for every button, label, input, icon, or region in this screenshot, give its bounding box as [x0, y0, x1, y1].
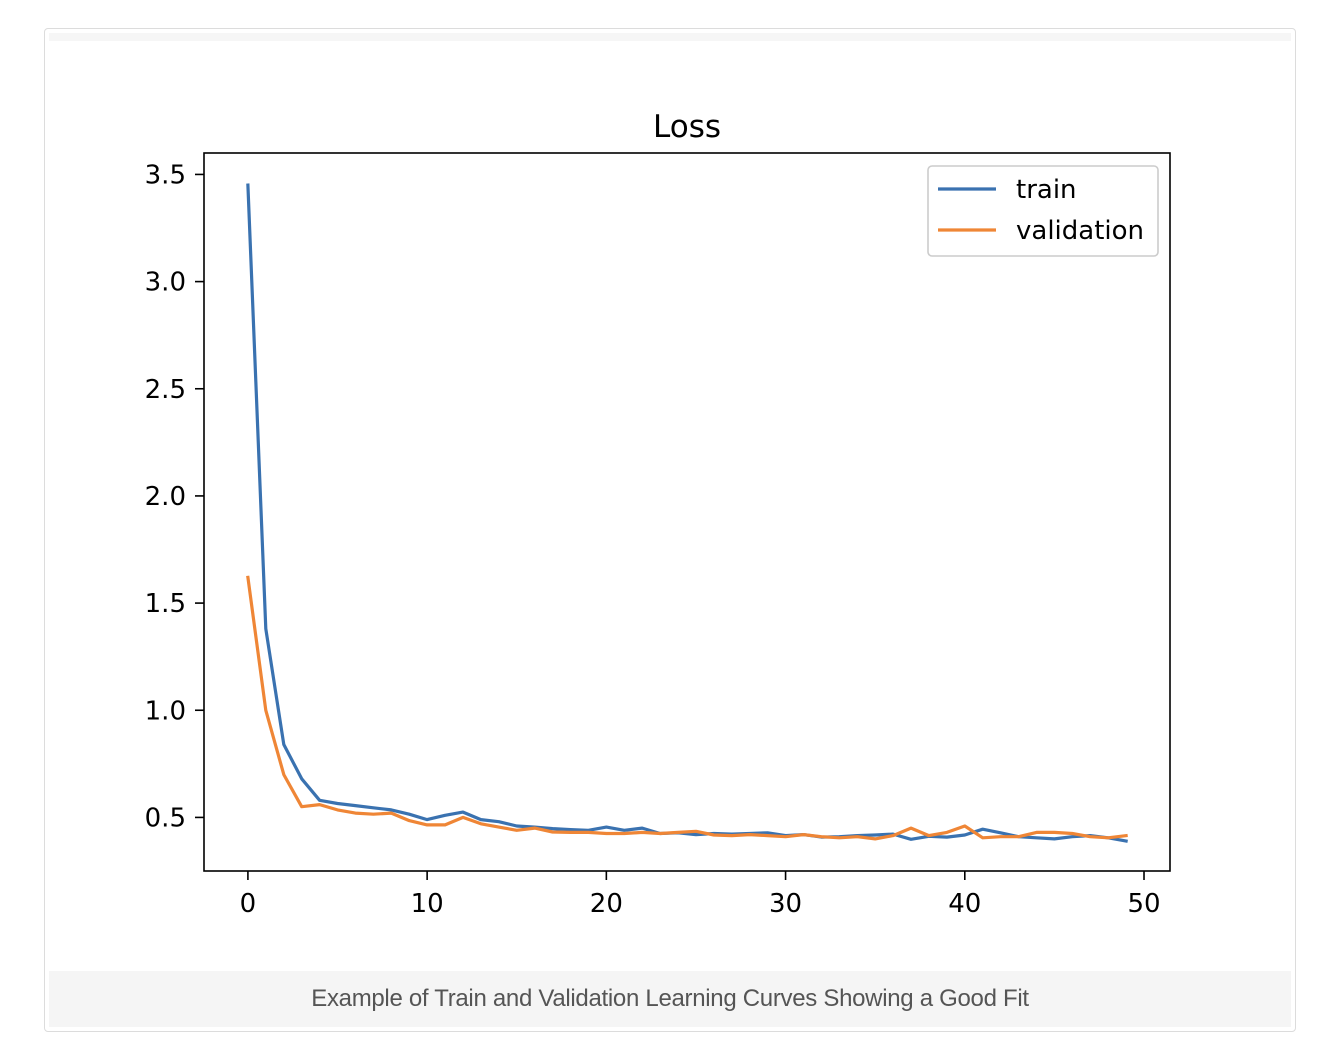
chart-title: Loss [653, 109, 721, 145]
x-tick-label: 10 [411, 889, 444, 919]
y-tick-label: 2.5 [145, 375, 186, 405]
y-tick-label: 0.5 [145, 803, 186, 833]
caption-bar: Example of Train and Validation Learning… [49, 971, 1291, 1027]
series-line-validation [246, 575, 1128, 841]
x-tick-label: 30 [769, 889, 802, 919]
x-axis: 0 10 20 30 40 50 [240, 871, 1161, 919]
legend-label-train: train [1016, 175, 1077, 205]
y-tick-label: 1.0 [145, 696, 186, 726]
y-axis: 0.5 1.0 1.5 2.0 2.5 3.0 3.5 [145, 160, 204, 833]
y-tick-label: 3.0 [145, 268, 186, 298]
series-line-train [246, 183, 1128, 843]
x-tick-label: 50 [1127, 889, 1160, 919]
figure-caption: Example of Train and Validation Learning… [311, 985, 1029, 1012]
x-tick-label: 0 [240, 889, 257, 919]
figure-top-strip [49, 33, 1291, 41]
legend: train validation [927, 165, 1159, 257]
series-layer [246, 183, 1128, 843]
x-tick-label: 40 [948, 889, 981, 919]
figure-card: Loss 0 10 20 30 40 50 0.5 1.0 1.5 2.0 2.5 3.0 3.5 t… [44, 28, 1296, 1032]
loss-chart: Loss 0 10 20 30 40 50 0.5 1.0 1.5 2.0 2.5 3.0 3.5 t… [145, 109, 1171, 919]
y-tick-label: 1.5 [145, 589, 186, 619]
y-tick-label: 2.0 [145, 482, 186, 512]
legend-label-validation: validation [1016, 216, 1144, 246]
y-tick-label: 3.5 [145, 160, 186, 190]
plot-frame [203, 152, 1171, 872]
x-tick-label: 20 [590, 889, 623, 919]
